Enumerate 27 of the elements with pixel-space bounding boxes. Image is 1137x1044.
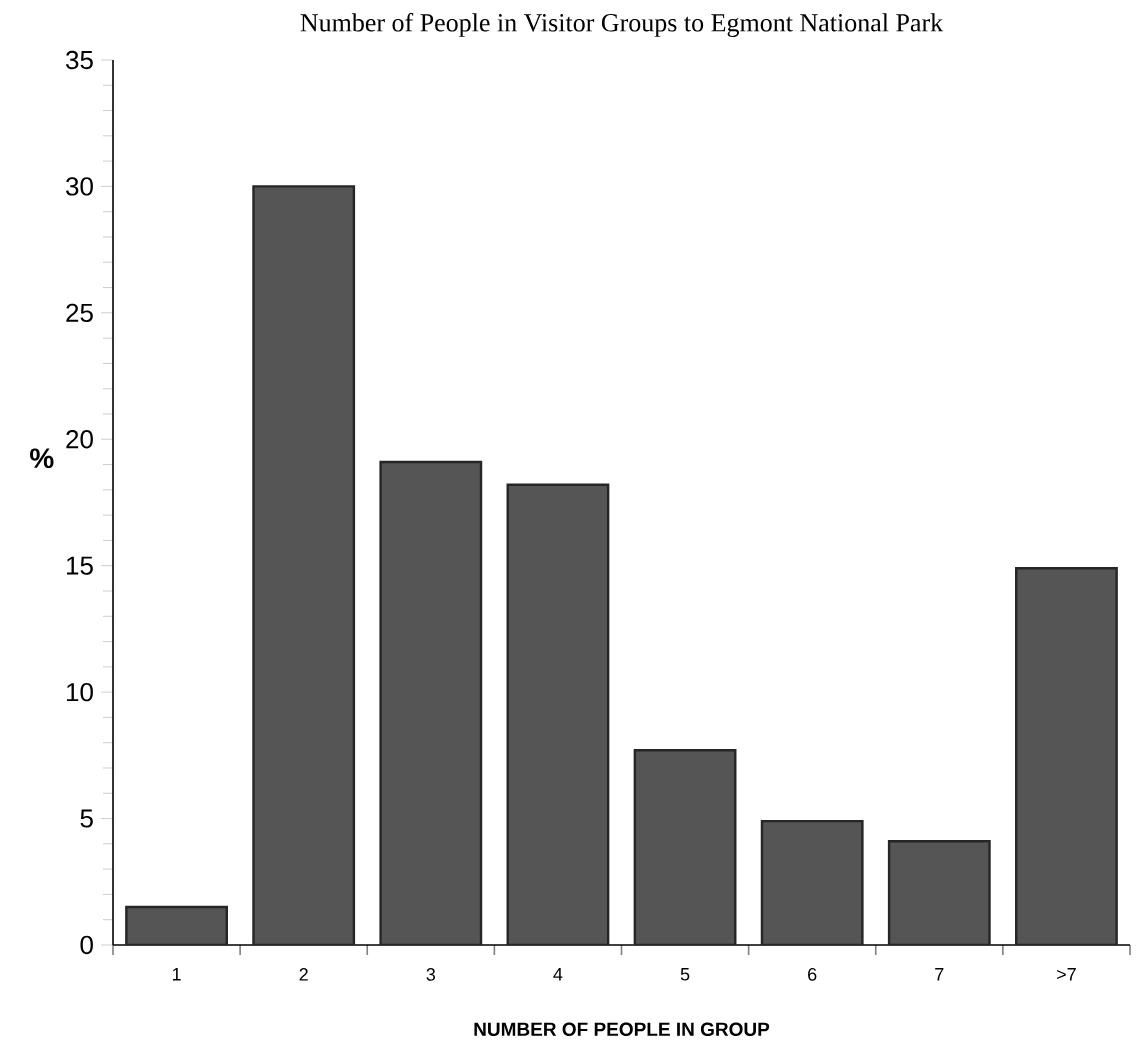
chart-title: Number of People in Visitor Groups to Egmont National Park <box>300 12 944 37</box>
x-tick-label: 2 <box>299 968 308 981</box>
x-tick-label: >7 <box>1057 968 1076 981</box>
x-tick-label: 3 <box>426 968 436 981</box>
y-tick-label: 5 <box>80 809 93 828</box>
x-tick-label: 6 <box>808 968 817 981</box>
x-axis-title: NUMBER OF PEOPLE IN GROUP <box>474 1022 770 1036</box>
x-tick-label: 7 <box>935 968 944 981</box>
bar <box>1015 567 1118 945</box>
y-tick-label: 30 <box>66 177 93 196</box>
bar <box>252 185 356 945</box>
bar <box>760 819 864 945</box>
x-tick-label: 1 <box>172 968 181 981</box>
y-tick-label: 0 <box>80 935 93 955</box>
y-tick-label: 10 <box>66 682 93 702</box>
bar <box>379 460 483 945</box>
bar <box>506 483 610 945</box>
y-tick-label: 20 <box>66 430 93 449</box>
y-tick-label: 15 <box>66 556 93 575</box>
bar <box>125 905 228 945</box>
x-tick-label: 5 <box>680 968 690 981</box>
bar <box>633 749 737 945</box>
y-tick-label: 35 <box>66 50 93 70</box>
bar <box>887 840 991 945</box>
x-tick-label: 4 <box>553 968 563 981</box>
y-tick-label: 25 <box>66 303 93 323</box>
y-axis-title: % <box>30 448 54 469</box>
